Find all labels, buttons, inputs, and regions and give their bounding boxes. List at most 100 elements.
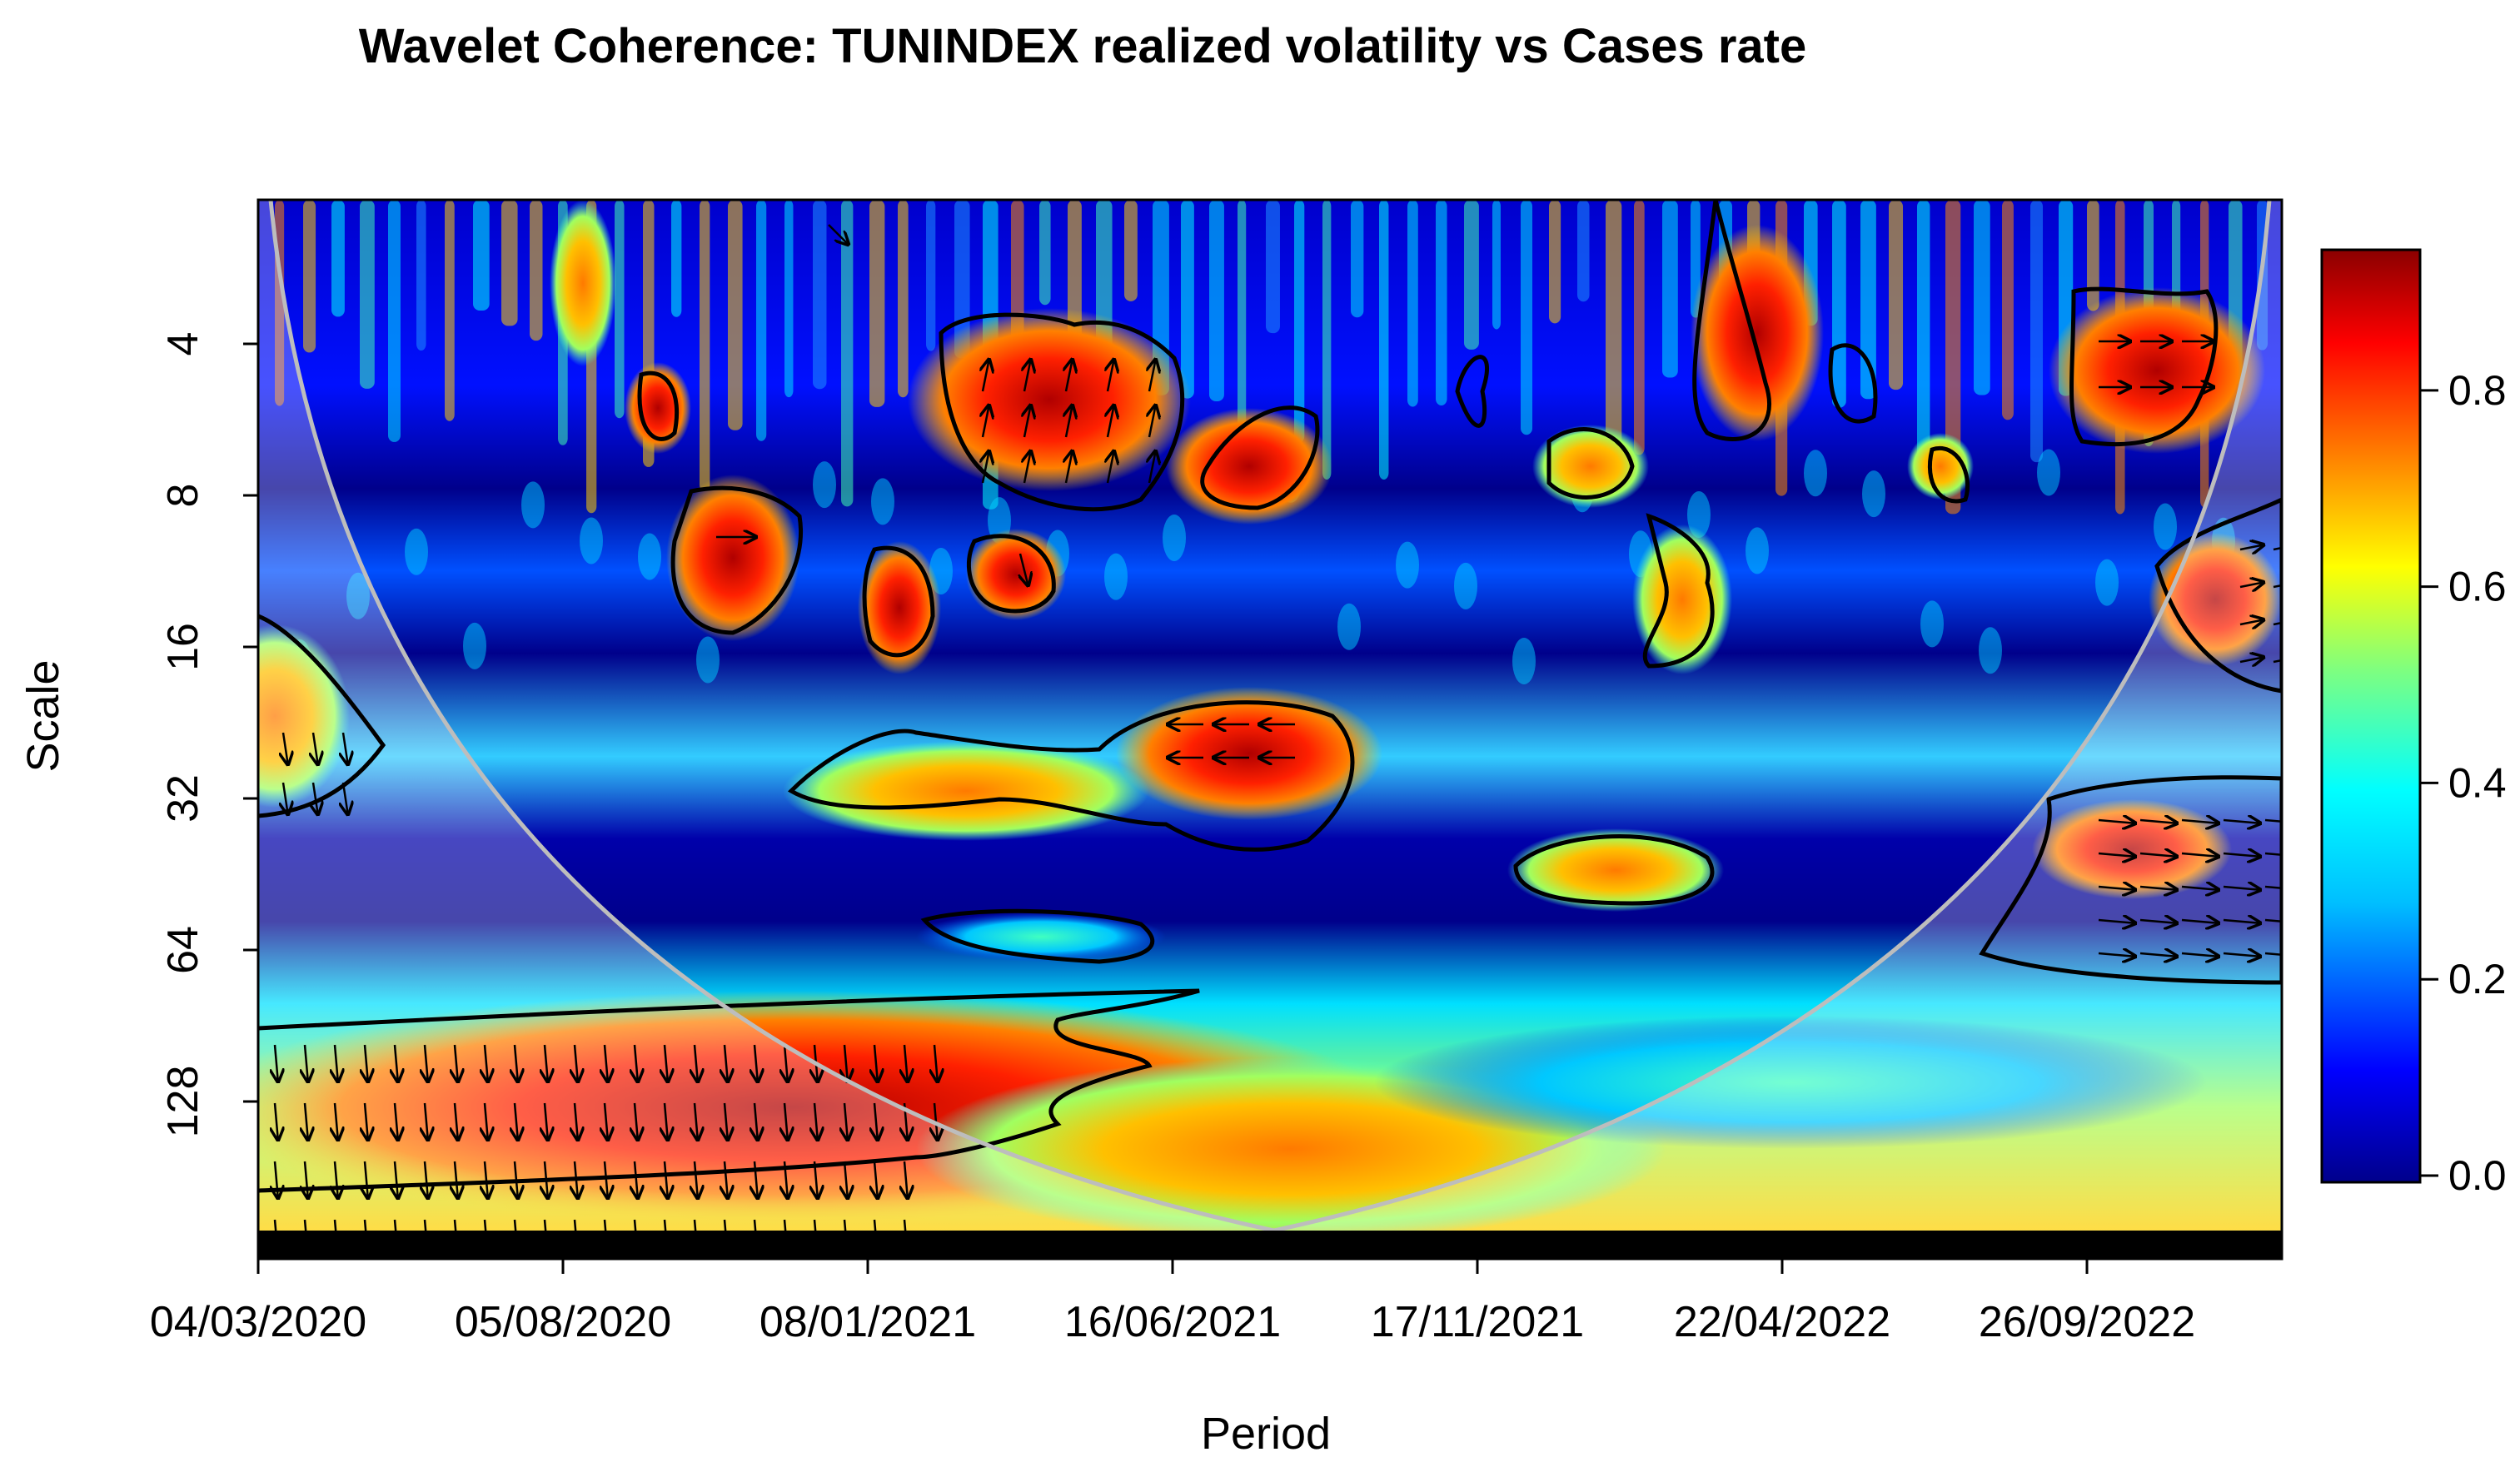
- streak: [926, 200, 936, 351]
- region-scale-8-b: [1907, 433, 1974, 500]
- phase-arrow: [2273, 621, 2282, 626]
- phase-arrow: [2264, 852, 2282, 856]
- phase-arrow: [2264, 952, 2282, 956]
- phase-arrow: [983, 450, 989, 484]
- streak-blob: [1337, 603, 1361, 650]
- streak: [1039, 200, 1051, 306]
- streak-blob: [580, 517, 603, 564]
- phase-arrow: [784, 1161, 788, 1200]
- phase-arrow: [903, 1219, 907, 1231]
- phase-arrow: [2139, 853, 2179, 857]
- streak: [1294, 200, 1305, 443]
- phase-arrow: [874, 1161, 878, 1200]
- low-frequency-band-cyan: [1374, 1016, 2207, 1149]
- streak: [331, 200, 345, 317]
- phase-arrow: [275, 1044, 278, 1083]
- phase-arrow: [395, 1102, 398, 1141]
- region-scale-24: [1116, 687, 1382, 820]
- phase-arrow: [545, 1102, 548, 1141]
- streak-blob: [1920, 600, 1944, 648]
- streak: [388, 200, 401, 442]
- phase-arrow: [1066, 404, 1073, 438]
- phase-arrow: [2223, 820, 2262, 823]
- streak: [360, 200, 375, 389]
- streak: [501, 200, 518, 326]
- phase-arrow: [873, 1219, 877, 1231]
- streak: [869, 200, 885, 407]
- streak: [671, 200, 682, 317]
- y-axis: 4 8 16 32 64 128: [159, 332, 258, 1137]
- phase-arrow: [663, 1219, 667, 1231]
- phase-arrow: [395, 1161, 398, 1200]
- streak-blob: [2037, 449, 2060, 496]
- streak-blob: [638, 533, 661, 580]
- phase-arrow: [283, 732, 288, 766]
- streak: [1889, 200, 1904, 390]
- phase-arrow: [365, 1161, 368, 1200]
- streak-blob: [1804, 450, 1827, 497]
- streak: [1322, 200, 1332, 480]
- streak: [841, 200, 854, 507]
- streak-blob: [696, 636, 720, 684]
- streak: [1209, 200, 1224, 401]
- region-scale-60: [916, 912, 1166, 962]
- x-tick-label: 08/01/2021: [759, 1298, 976, 1346]
- phase-arrow: [813, 1219, 817, 1231]
- phase-arrow: [343, 732, 348, 766]
- streak: [728, 200, 743, 430]
- phase-arrow: [1149, 358, 1156, 392]
- phase-arrow: [605, 1102, 608, 1141]
- streak: [445, 200, 455, 421]
- colorbar-tick-label: 0.0: [2448, 1152, 2507, 1199]
- streak: [530, 200, 543, 341]
- colorbar-ticks: 0.0 0.2 0.4 0.6 0.8: [2420, 367, 2507, 1199]
- phase-arrow: [515, 1044, 518, 1083]
- phase-arrow: [335, 1102, 338, 1141]
- x-axis: 04/03/2020 05/08/2020 08/01/2021 16/06/2021…: [150, 1259, 2195, 1346]
- streak: [1917, 200, 1930, 470]
- phase-arrow: [843, 1219, 847, 1231]
- phase-arrow: [814, 1102, 818, 1141]
- phase-arrow: [425, 1161, 428, 1200]
- phase-arrow: [665, 1044, 668, 1083]
- streak: [700, 200, 710, 491]
- phase-arrow: [753, 1219, 757, 1231]
- phase-arrow: [695, 1102, 698, 1141]
- phase-arrow: [1066, 450, 1073, 484]
- x-tick-label: 17/11/2021: [1371, 1298, 1584, 1346]
- streak: [2087, 200, 2099, 311]
- phase-arrow: [483, 1219, 487, 1231]
- phase-arrow: [695, 1161, 698, 1200]
- phase-arrow: [2181, 920, 2220, 923]
- phase-arrow: [1066, 358, 1073, 392]
- region-scale-40: [1507, 828, 1724, 912]
- streak: [784, 200, 794, 398]
- phase-arrow: [784, 1044, 788, 1083]
- phase-arrow: [2273, 584, 2282, 589]
- phase-arrow: [904, 1161, 908, 1200]
- streak-blob: [813, 461, 836, 509]
- colorbar: [2320, 248, 2422, 1184]
- streak: [1181, 200, 1194, 399]
- phase-arrow: [755, 1102, 758, 1141]
- streak-blob: [1862, 470, 1885, 518]
- phase-arrow: [2181, 887, 2220, 890]
- streak: [1492, 200, 1502, 330]
- phase-arrow: [305, 1044, 308, 1083]
- phase-arrow: [1149, 404, 1156, 438]
- streak: [1974, 200, 1990, 395]
- streak: [1266, 200, 1280, 334]
- phase-arrow: [333, 1219, 337, 1231]
- phase-arrow: [485, 1102, 488, 1141]
- phase-arrow: [273, 1219, 277, 1231]
- colorbar-tick-label: 0.6: [2448, 564, 2507, 610]
- phase-arrow: [605, 1044, 608, 1083]
- streak: [1521, 200, 1533, 435]
- phase-arrow: [725, 1044, 728, 1083]
- streak-blob: [1454, 562, 1477, 609]
- phase-arrow: [2239, 657, 2265, 662]
- x-tick-label: 04/03/2020: [150, 1298, 366, 1346]
- phase-arrow: [1024, 404, 1031, 438]
- phase-arrow: [2139, 820, 2179, 823]
- streak-blob: [1163, 514, 1186, 561]
